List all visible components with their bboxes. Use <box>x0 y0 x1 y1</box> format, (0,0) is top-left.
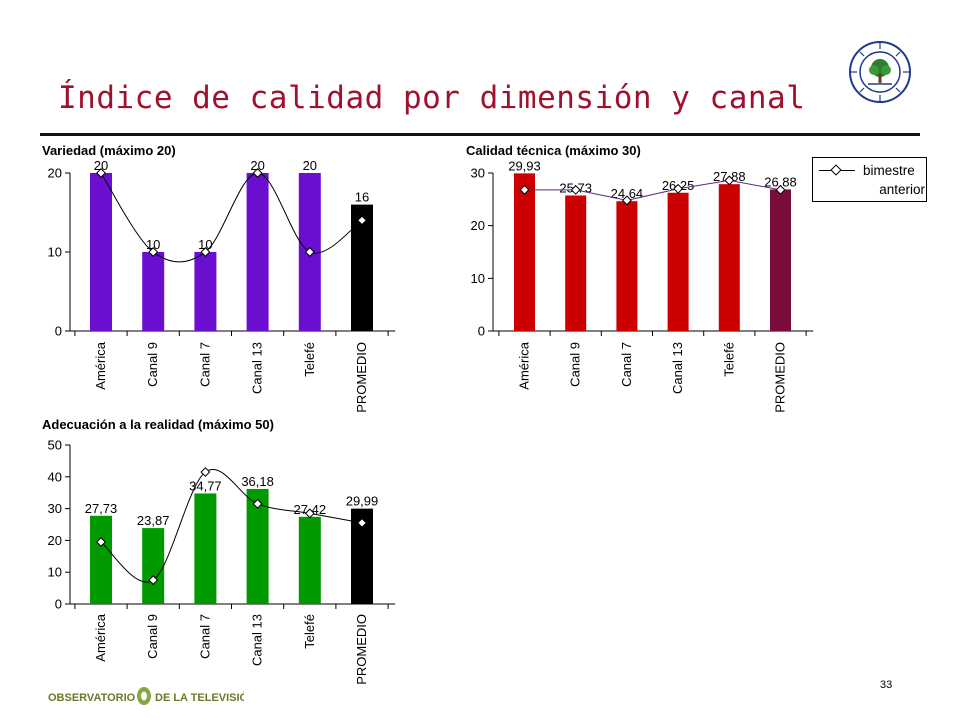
line-point <box>357 517 367 528</box>
page-number: 33 <box>880 679 893 691</box>
y-tick-label: 10 <box>48 245 62 260</box>
title-divider <box>40 133 920 136</box>
y-tick-label: 10 <box>471 271 485 286</box>
category-label: PROMEDIO <box>354 614 369 685</box>
line-point <box>724 175 735 186</box>
category-label: Canal 13 <box>250 342 265 394</box>
y-tick-label: 0 <box>478 324 485 339</box>
bar <box>351 508 373 604</box>
bar <box>90 173 112 331</box>
y-tick-label: 0 <box>55 324 62 339</box>
line-point <box>519 184 530 195</box>
bar <box>142 528 165 604</box>
legend-label-line2: anterior <box>879 182 925 197</box>
chart-title: Variedad (máximo 20) <box>42 143 176 158</box>
observatorio-logo: OBSERVATORIO DE LA TELEVISIÓN <box>44 687 244 705</box>
y-tick-label: 30 <box>471 166 485 181</box>
line-point <box>252 498 263 509</box>
y-tick-label: 20 <box>48 166 62 181</box>
university-seal-icon <box>849 41 911 103</box>
legend-label: bimestre anterior <box>863 161 925 199</box>
chart-title: Calidad técnica (máximo 30) <box>466 143 641 158</box>
category-label: Canal 13 <box>670 342 685 394</box>
category-label: Canal 7 <box>619 342 634 387</box>
data-label: 29,99 <box>346 494 379 509</box>
line-point <box>148 575 159 586</box>
line-point <box>96 168 106 178</box>
y-tick-label: 50 <box>48 438 62 453</box>
category-label: Canal 7 <box>197 342 212 387</box>
bar <box>142 252 165 331</box>
bar <box>718 184 740 331</box>
bar <box>514 173 535 331</box>
y-tick-label: 20 <box>471 218 485 233</box>
bar <box>194 493 217 604</box>
line-point <box>200 467 211 477</box>
bar <box>565 195 587 331</box>
data-label: 20 <box>94 158 108 173</box>
category-label: Telefé <box>302 614 317 649</box>
bar <box>194 252 217 331</box>
line-point <box>775 184 786 195</box>
chart-legend: bimestre anterior <box>812 157 927 202</box>
data-label: 23,87 <box>137 513 170 528</box>
line-point <box>148 247 159 257</box>
category-label: América <box>517 341 532 389</box>
bar <box>351 204 373 331</box>
bar <box>770 189 791 331</box>
line-point <box>96 537 106 547</box>
y-tick-label: 30 <box>48 501 62 516</box>
logo-right-text: DE LA TELEVISIÓN <box>155 691 244 704</box>
data-label: 36,18 <box>241 474 274 489</box>
logo-left-text: OBSERVATORIO <box>48 692 136 704</box>
category-label: Telefé <box>302 342 317 377</box>
category-label: América <box>93 341 108 389</box>
data-label: 34,77 <box>189 478 222 493</box>
y-tick-label: 20 <box>48 533 62 548</box>
bar <box>667 192 689 331</box>
y-tick-label: 10 <box>48 565 62 580</box>
line-point <box>200 247 211 257</box>
line-point <box>621 195 632 206</box>
bar <box>298 516 321 604</box>
data-label: 20 <box>250 158 264 173</box>
line-point <box>357 215 367 226</box>
bar <box>90 515 112 604</box>
line-point <box>304 247 315 257</box>
data-label: 16 <box>355 190 369 205</box>
data-label: 20 <box>303 158 317 173</box>
data-label: 26,88 <box>764 174 797 189</box>
series-line-bimestre-anterior <box>524 179 781 201</box>
legend-diamond-icon <box>830 164 842 176</box>
bar <box>246 488 269 604</box>
bar <box>616 201 638 331</box>
data-label: 27,73 <box>85 501 118 516</box>
line-point <box>570 184 581 195</box>
line-point <box>252 168 263 178</box>
category-label: Canal 13 <box>250 614 265 666</box>
line-point <box>304 508 315 519</box>
y-tick-label: 40 <box>48 469 62 484</box>
y-tick-label: 0 <box>55 597 62 612</box>
line-point <box>673 183 684 194</box>
chart-title: Adecuación a la realidad (máximo 50) <box>42 417 274 432</box>
category-label: Telefé <box>721 342 736 377</box>
category-label: Canal 9 <box>568 342 583 387</box>
bar <box>246 173 269 331</box>
category-label: PROMEDIO <box>354 342 369 413</box>
data-label: 29,93 <box>508 158 541 173</box>
category-label: PROMEDIO <box>773 342 788 413</box>
category-label: América <box>93 613 108 661</box>
category-label: Canal 7 <box>197 614 212 659</box>
legend-label-line1: bimestre <box>863 163 915 178</box>
page-title: Índice de calidad por dimensión y canal <box>58 80 806 116</box>
category-label: Canal 9 <box>145 342 160 387</box>
data-label: 24,64 <box>611 186 644 201</box>
series-line-bimestre-anterior <box>100 172 363 263</box>
category-label: Canal 9 <box>145 614 160 659</box>
